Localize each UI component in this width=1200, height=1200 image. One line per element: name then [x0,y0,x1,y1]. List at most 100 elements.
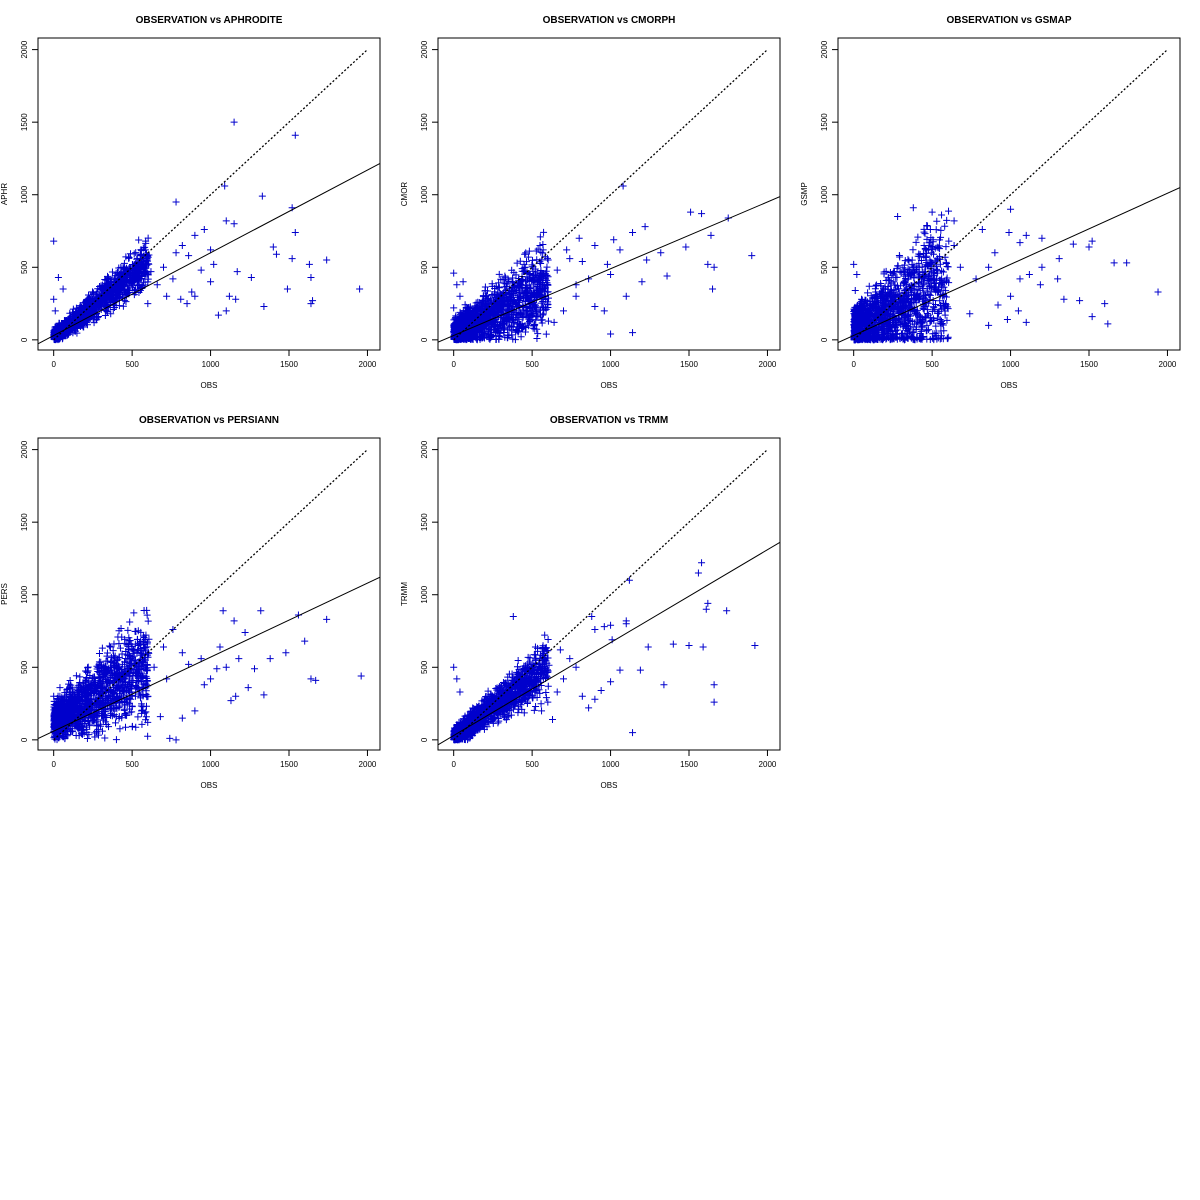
y-axis-label: APHR [0,183,9,205]
data-point [50,295,58,303]
x-tick-label: 500 [925,360,939,369]
data-point [527,304,535,312]
data-point [578,257,586,265]
data-point [523,281,531,289]
data-point [475,298,483,306]
data-point [1123,259,1131,267]
one-to-one-line [453,49,768,341]
data-point [1076,297,1084,305]
data-point [923,310,931,318]
data-point [914,290,922,298]
x-tick-label: 0 [51,760,56,769]
chart-title: OBSERVATION vs PERSIANN [139,415,279,426]
data-point [748,252,756,260]
data-point [99,291,107,299]
data-point [504,300,512,308]
data-point [509,311,517,319]
data-point [895,315,903,323]
data-point [98,281,106,289]
data-point [663,272,671,280]
data-point [930,266,938,274]
x-tick-label: 500 [125,760,139,769]
data-point [902,276,910,284]
data-point [881,285,889,293]
data-point [1055,255,1063,263]
y-tick-label: 2000 [20,40,29,58]
data-point [459,320,467,328]
data-point [938,320,946,328]
data-point [894,212,902,220]
data-point [864,289,872,297]
data-point [868,297,876,305]
data-point [923,285,931,293]
data-point [115,302,123,310]
data-point [54,273,62,281]
data-point [84,303,92,311]
data-point [925,291,933,299]
data-point [528,261,536,269]
y-tick-label: 2000 [20,440,29,458]
data-point [521,263,529,271]
data-point [881,329,889,337]
data-point [126,269,134,277]
data-point [524,295,532,303]
data-point [543,271,551,279]
data-point [72,312,80,320]
data-point [641,223,649,231]
data-point [864,310,872,318]
data-point [942,287,950,295]
data-point [459,278,467,286]
data-point [533,256,541,264]
data-point [75,308,83,316]
data-point [994,301,1002,309]
data-point [863,300,871,308]
data-point [858,295,866,303]
data-point [851,287,859,295]
data-point [901,313,909,321]
data-point [978,226,986,234]
data-point [921,230,929,238]
data-point [98,299,106,307]
data-point [1101,300,1109,308]
data-point [926,317,934,325]
data-point [479,292,487,300]
data-point [101,276,109,284]
data-point [928,243,936,251]
data-point [539,249,547,257]
data-point [884,275,892,283]
data-point [153,281,161,289]
data-point [64,331,72,339]
data-point [912,299,920,307]
plot-frame [437,37,781,351]
data-point [902,311,910,319]
data-point [112,719,120,727]
data-point [538,319,546,327]
data-point [50,237,58,245]
data-point [537,299,545,307]
data-point [544,281,552,289]
data-point [544,317,552,325]
data-point [629,329,637,337]
data-point [1016,239,1024,247]
data-point [941,311,949,319]
y-tick-label: 0 [420,337,429,342]
data-point [916,313,924,321]
data-point [272,250,280,258]
data-point [480,329,488,337]
data-point [230,220,238,228]
data-point [1088,313,1096,321]
data-point [78,305,86,313]
x-axis-label: OBS [1001,381,1018,390]
x-tick-label: 0 [851,360,856,369]
data-point [922,259,930,267]
data-point [901,333,909,341]
x-tick-label: 2000 [359,360,377,369]
data-point [103,296,111,304]
data-point [142,257,150,265]
data-point [850,260,858,268]
data-point [682,243,690,251]
data-point [966,310,974,318]
data-point [486,334,494,342]
data-point [485,303,493,311]
